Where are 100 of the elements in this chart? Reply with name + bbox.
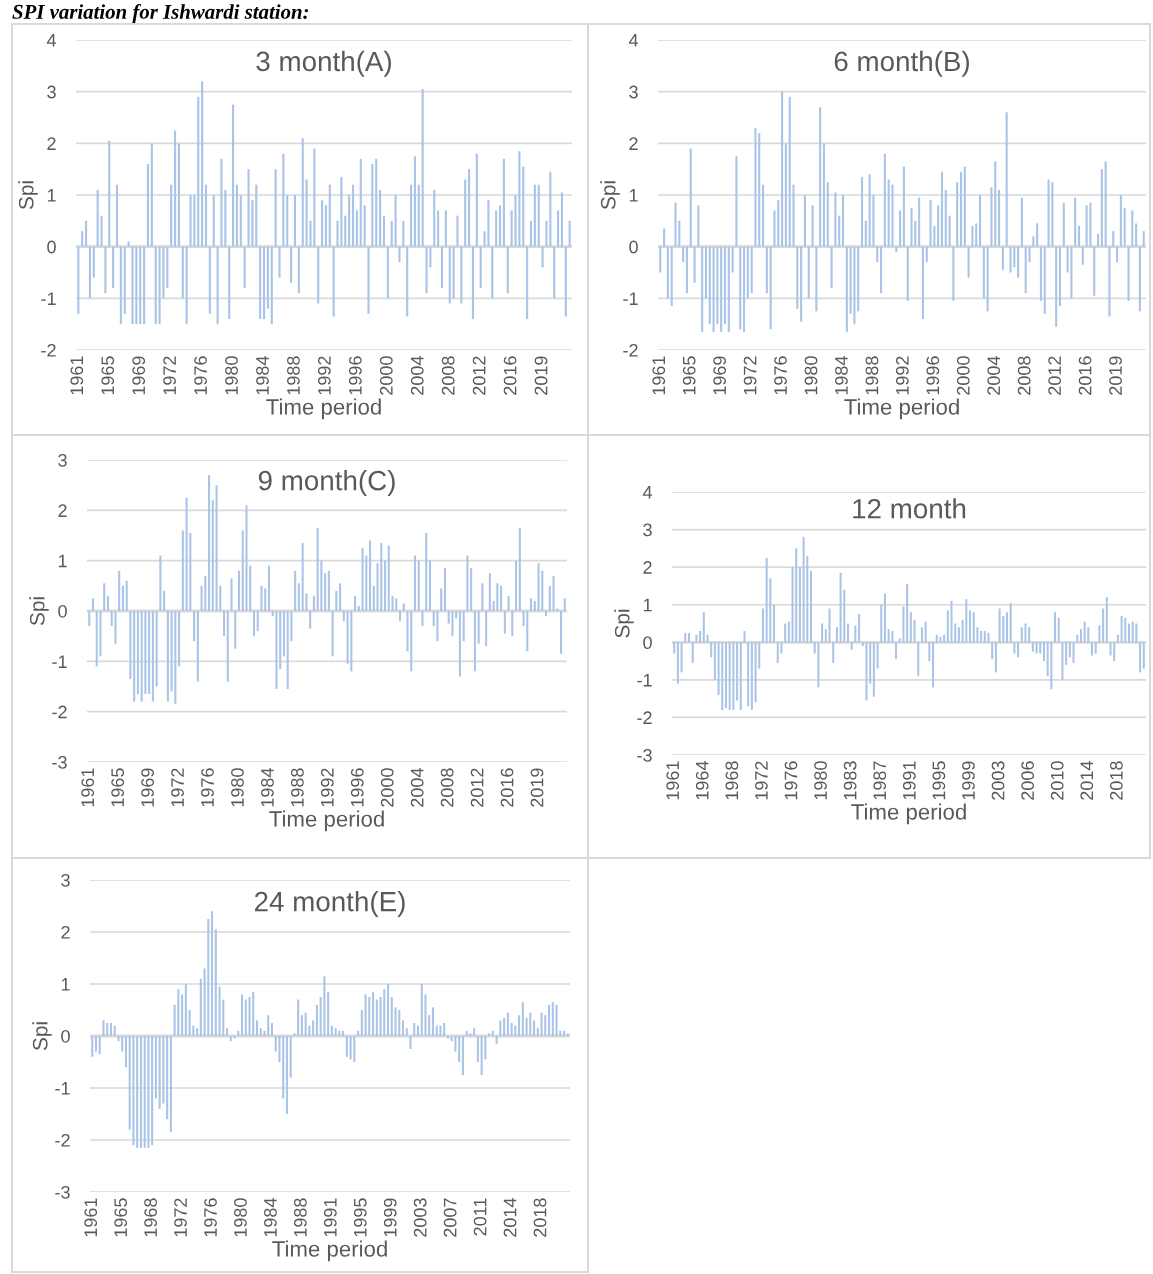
- bar: [170, 184, 173, 247]
- bar: [937, 205, 940, 247]
- y-tick-label: 1: [47, 189, 56, 202]
- bar: [316, 527, 319, 611]
- bar: [869, 642, 872, 684]
- x-tick-label: 2016: [500, 768, 514, 807]
- bar: [864, 220, 867, 247]
- bar: [390, 220, 393, 247]
- bar: [917, 642, 920, 677]
- x-tick-label: 1961: [84, 1198, 98, 1237]
- bar: [965, 599, 968, 643]
- bar: [95, 611, 98, 667]
- bar: [85, 220, 88, 247]
- bar: [522, 166, 525, 247]
- bar: [906, 246, 909, 301]
- bar: [925, 246, 928, 263]
- y-tick-label: 2: [629, 137, 638, 150]
- x-tick-label: 2019: [1109, 356, 1122, 395]
- bar: [140, 611, 143, 702]
- bar: [357, 1030, 360, 1036]
- x-tick-label: 1987: [873, 761, 887, 800]
- bar: [699, 631, 702, 643]
- bar: [417, 560, 420, 611]
- bar: [541, 246, 544, 268]
- bar: [433, 189, 436, 247]
- bar: [267, 1015, 270, 1036]
- bar: [104, 246, 107, 294]
- bar: [193, 611, 196, 642]
- bar: [262, 246, 266, 319]
- bar: [684, 632, 687, 643]
- bar: [834, 192, 837, 247]
- bar: [1054, 612, 1057, 643]
- bar: [267, 565, 270, 611]
- bar: [245, 505, 248, 611]
- x-tick-label: 1972: [171, 768, 184, 807]
- bar: [758, 133, 761, 247]
- bar: [713, 642, 716, 680]
- bar: [838, 215, 841, 247]
- bar: [409, 1036, 412, 1049]
- bar: [491, 1030, 494, 1036]
- bar: [555, 1004, 558, 1036]
- bar: [446, 1036, 449, 1039]
- bar: [537, 563, 540, 611]
- x-tick-label: 2008: [1017, 356, 1031, 395]
- bar: [413, 1023, 416, 1036]
- bar: [553, 246, 556, 299]
- bar: [256, 611, 259, 632]
- bar: [304, 1012, 307, 1036]
- bar: [330, 1025, 333, 1036]
- x-tick-label: 1988: [293, 1198, 307, 1237]
- chart-title: 6 month(B): [834, 50, 969, 77]
- bar: [147, 1036, 150, 1148]
- bar: [544, 1015, 547, 1036]
- bar: [266, 246, 269, 309]
- bar: [309, 611, 312, 629]
- bar: [1085, 205, 1088, 247]
- bar: [685, 246, 688, 294]
- bar: [807, 246, 810, 299]
- bar: [1123, 207, 1126, 247]
- bar: [980, 631, 983, 643]
- bar: [991, 642, 994, 660]
- bar: [109, 1023, 112, 1036]
- bar: [529, 220, 533, 247]
- bar: [1135, 623, 1138, 643]
- y-tick-label: -3: [55, 1185, 70, 1199]
- bar: [402, 603, 405, 611]
- bar: [987, 632, 990, 643]
- bar: [121, 585, 124, 611]
- bar: [1074, 197, 1077, 247]
- bar: [368, 997, 371, 1036]
- bar: [1127, 246, 1130, 301]
- bar: [946, 610, 949, 643]
- bar: [158, 1036, 161, 1109]
- x-tick-label: 1983: [843, 761, 857, 800]
- x-tick-label: 1988: [290, 768, 304, 807]
- x-tick-label: 1961: [70, 356, 84, 395]
- bar: [321, 200, 324, 247]
- bar: [765, 246, 768, 294]
- bar: [464, 179, 467, 247]
- bar: [920, 627, 923, 643]
- bar: [290, 246, 293, 283]
- bar: [444, 210, 447, 247]
- bar: [939, 636, 942, 643]
- bar: [883, 153, 886, 247]
- bar: [552, 575, 555, 611]
- bar: [461, 1036, 464, 1075]
- bar: [342, 611, 345, 622]
- bar: [255, 184, 258, 247]
- bar: [166, 1036, 169, 1120]
- x-tick-label: 1984: [835, 356, 848, 395]
- y-tick-label: -2: [52, 705, 67, 719]
- y-tick-label: 0: [47, 240, 56, 254]
- bar: [503, 1017, 506, 1036]
- bar: [451, 611, 454, 637]
- bar: [416, 1025, 420, 1036]
- bar: [233, 1036, 236, 1039]
- bar: [462, 611, 465, 642]
- bar: [372, 991, 375, 1036]
- bar: [676, 642, 679, 684]
- bar: [207, 919, 210, 1036]
